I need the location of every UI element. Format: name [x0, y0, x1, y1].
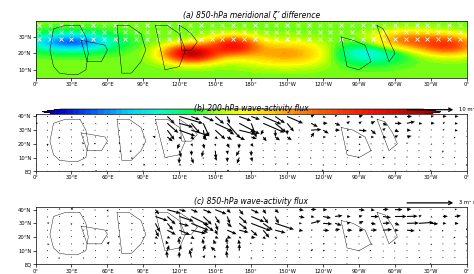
Title: (b) 200-hPa wave-activity flux: (b) 200-hPa wave-activity flux: [194, 104, 309, 113]
PathPatch shape: [423, 109, 441, 115]
Title: (c) 850-hPa wave-activity flux: (c) 850-hPa wave-activity flux: [194, 197, 308, 206]
Title: (a) 850-hPa meridional ζʹ difference: (a) 850-hPa meridional ζʹ difference: [182, 11, 320, 20]
Text: 3 m² s⁻²: 3 m² s⁻²: [459, 200, 474, 206]
PathPatch shape: [43, 109, 61, 115]
Text: 10 m² s⁻²: 10 m² s⁻²: [459, 107, 474, 112]
